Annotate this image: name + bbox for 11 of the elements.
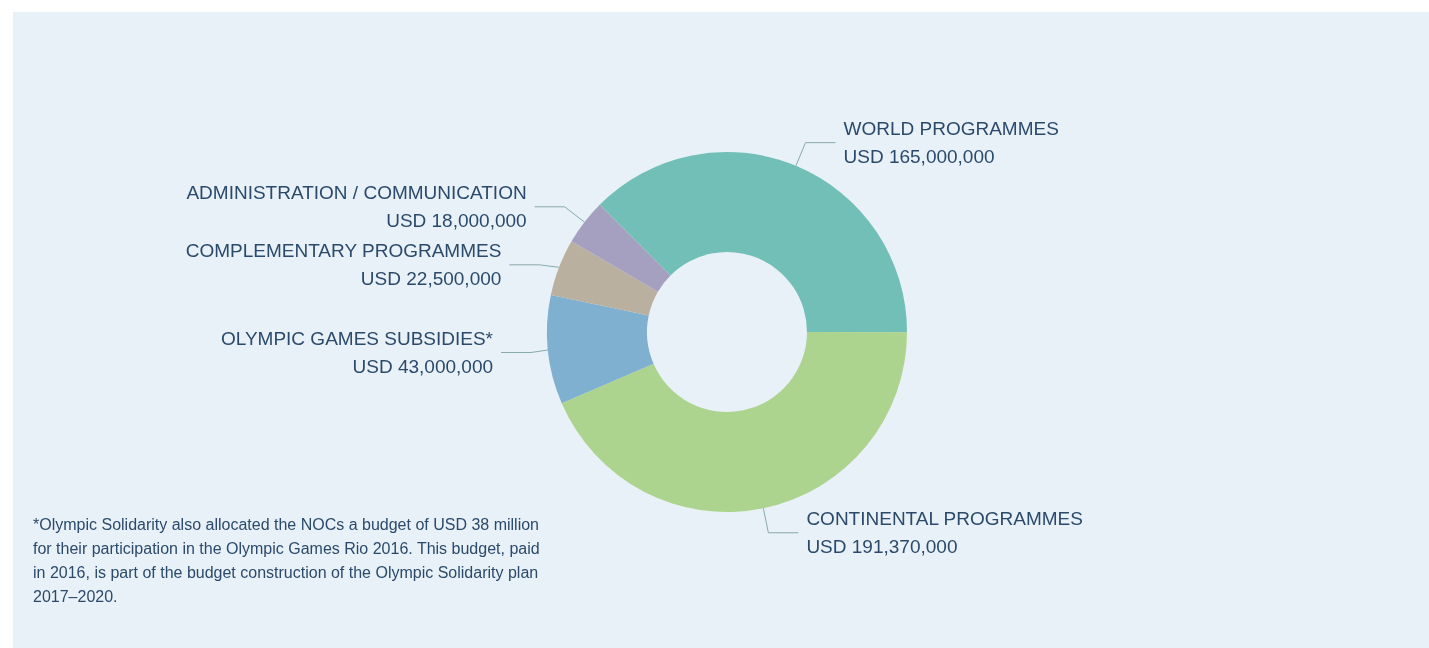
data-label: USD 43,000,000 xyxy=(352,356,494,378)
slice-label: OLYMPIC GAMES SUBSIDIES* xyxy=(220,328,494,350)
data-label: USD 165,000,000 xyxy=(843,146,995,168)
slice-label: CONTINENTAL PROGRAMMES xyxy=(806,508,1083,530)
slice-label: WORLD PROGRAMMES xyxy=(843,118,1059,140)
slice-label: COMPLEMENTARY PROGRAMMES xyxy=(185,240,502,262)
text: *Olympic Solidarity also allocated the NOCs a budget of USD 38 million for their participation in the Olympic Games Rio 2016. This budget, paid in 2016, is part of the budget construction of the Olympic Solidarity plan 2017–2020. xyxy=(33,515,545,605)
slice-label: ADMINISTRATION / COMMUNICATION xyxy=(186,182,527,204)
data-label: USD 22,500,000 xyxy=(360,268,502,290)
data-label: USD 18,000,000 xyxy=(386,210,527,232)
data-label: USD 191,370,000 xyxy=(806,536,958,558)
